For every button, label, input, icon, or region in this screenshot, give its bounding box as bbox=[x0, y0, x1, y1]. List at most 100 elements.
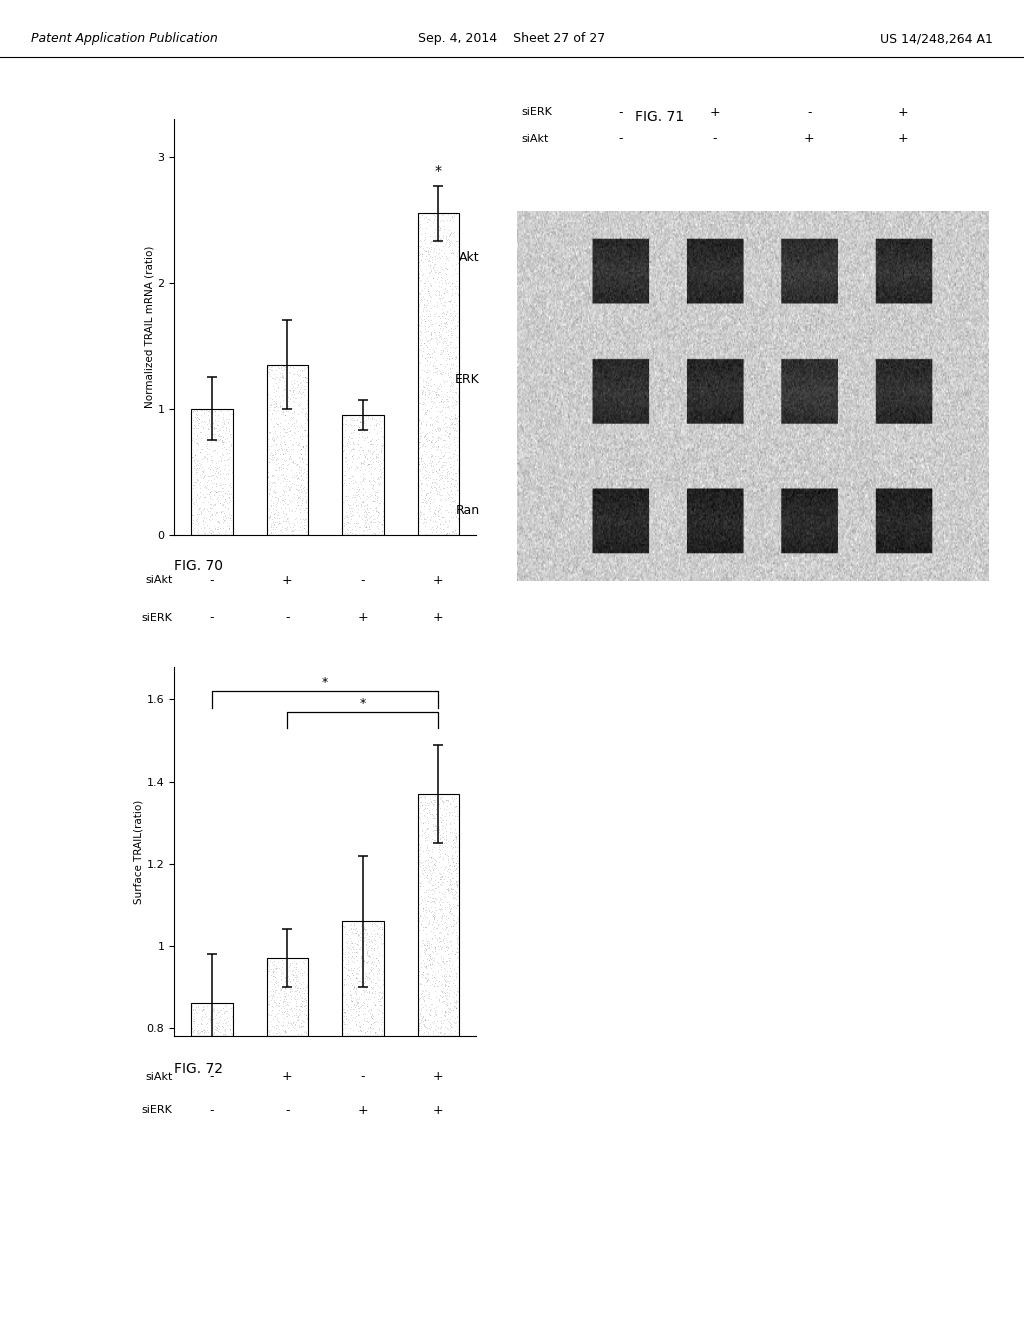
Point bbox=[436, 451, 453, 473]
Point bbox=[218, 1001, 234, 1022]
Point bbox=[432, 869, 449, 890]
Point bbox=[423, 444, 439, 465]
Point bbox=[435, 235, 452, 256]
Point bbox=[349, 993, 366, 1014]
Point bbox=[429, 292, 445, 313]
Point bbox=[417, 491, 433, 512]
Point bbox=[444, 207, 461, 228]
Point bbox=[342, 441, 358, 462]
Point bbox=[287, 453, 303, 474]
Point bbox=[434, 246, 451, 267]
Point bbox=[426, 822, 442, 843]
Point bbox=[417, 857, 433, 878]
Point bbox=[348, 941, 365, 962]
Point bbox=[367, 928, 383, 949]
Point bbox=[278, 395, 294, 416]
Point bbox=[432, 417, 449, 438]
Point bbox=[199, 449, 215, 470]
Point bbox=[429, 952, 445, 973]
Point bbox=[446, 1012, 463, 1034]
Point bbox=[340, 952, 356, 973]
Point bbox=[265, 466, 282, 487]
Point bbox=[372, 407, 388, 428]
Point bbox=[210, 425, 226, 446]
Point bbox=[350, 924, 367, 945]
Point bbox=[286, 391, 302, 412]
Point bbox=[421, 453, 437, 474]
Point bbox=[196, 1006, 212, 1027]
Point bbox=[417, 785, 433, 807]
Point bbox=[414, 243, 430, 264]
Point bbox=[449, 828, 465, 849]
Point bbox=[191, 478, 208, 499]
Point bbox=[343, 939, 359, 960]
Point bbox=[337, 447, 353, 469]
Point bbox=[185, 504, 202, 525]
Point bbox=[430, 846, 446, 867]
Point bbox=[216, 432, 232, 453]
Point bbox=[267, 440, 284, 461]
Point bbox=[412, 1019, 428, 1040]
Point bbox=[416, 941, 432, 962]
Point bbox=[444, 355, 461, 376]
Point bbox=[281, 956, 297, 977]
Point bbox=[447, 912, 464, 933]
Point bbox=[439, 978, 456, 999]
Point bbox=[278, 498, 294, 519]
Point bbox=[442, 903, 459, 924]
Point bbox=[414, 421, 430, 442]
Point bbox=[353, 937, 370, 958]
Point bbox=[415, 851, 431, 873]
Point bbox=[291, 434, 307, 455]
Point bbox=[418, 492, 434, 513]
Point bbox=[337, 924, 353, 945]
Point bbox=[371, 985, 387, 1006]
Point bbox=[432, 293, 449, 314]
Point bbox=[415, 252, 431, 273]
Point bbox=[269, 440, 286, 461]
Point bbox=[430, 408, 446, 429]
Point bbox=[442, 487, 459, 508]
Point bbox=[434, 339, 451, 360]
Point bbox=[440, 936, 457, 957]
Point bbox=[294, 987, 310, 1008]
Point bbox=[443, 941, 460, 962]
Point bbox=[374, 513, 390, 535]
Point bbox=[411, 982, 427, 1003]
Point bbox=[441, 232, 458, 253]
Point bbox=[436, 958, 453, 979]
Point bbox=[442, 454, 459, 475]
Point bbox=[186, 430, 203, 451]
Point bbox=[441, 1002, 458, 1023]
Point bbox=[426, 908, 442, 929]
Point bbox=[445, 855, 462, 876]
Point bbox=[339, 506, 355, 527]
Point bbox=[443, 1006, 460, 1027]
Point bbox=[431, 417, 447, 438]
Point bbox=[444, 787, 461, 808]
Point bbox=[203, 503, 219, 524]
Point bbox=[437, 829, 454, 850]
Point bbox=[426, 387, 442, 408]
Point bbox=[270, 513, 287, 535]
Point bbox=[194, 1012, 210, 1034]
Point bbox=[267, 482, 284, 503]
Point bbox=[438, 879, 455, 900]
Point bbox=[296, 477, 312, 498]
Point bbox=[426, 240, 442, 261]
Point bbox=[447, 327, 464, 348]
Point bbox=[294, 480, 310, 502]
Point bbox=[215, 433, 231, 454]
Point bbox=[335, 985, 351, 1006]
Point bbox=[262, 989, 279, 1010]
Point bbox=[426, 975, 442, 997]
Point bbox=[222, 440, 239, 461]
Point bbox=[297, 440, 313, 461]
Point bbox=[427, 973, 443, 994]
Point bbox=[282, 479, 298, 500]
Point bbox=[369, 422, 385, 444]
Point bbox=[337, 946, 353, 968]
Point bbox=[371, 999, 387, 1020]
Point bbox=[214, 474, 230, 495]
Point bbox=[434, 906, 451, 927]
